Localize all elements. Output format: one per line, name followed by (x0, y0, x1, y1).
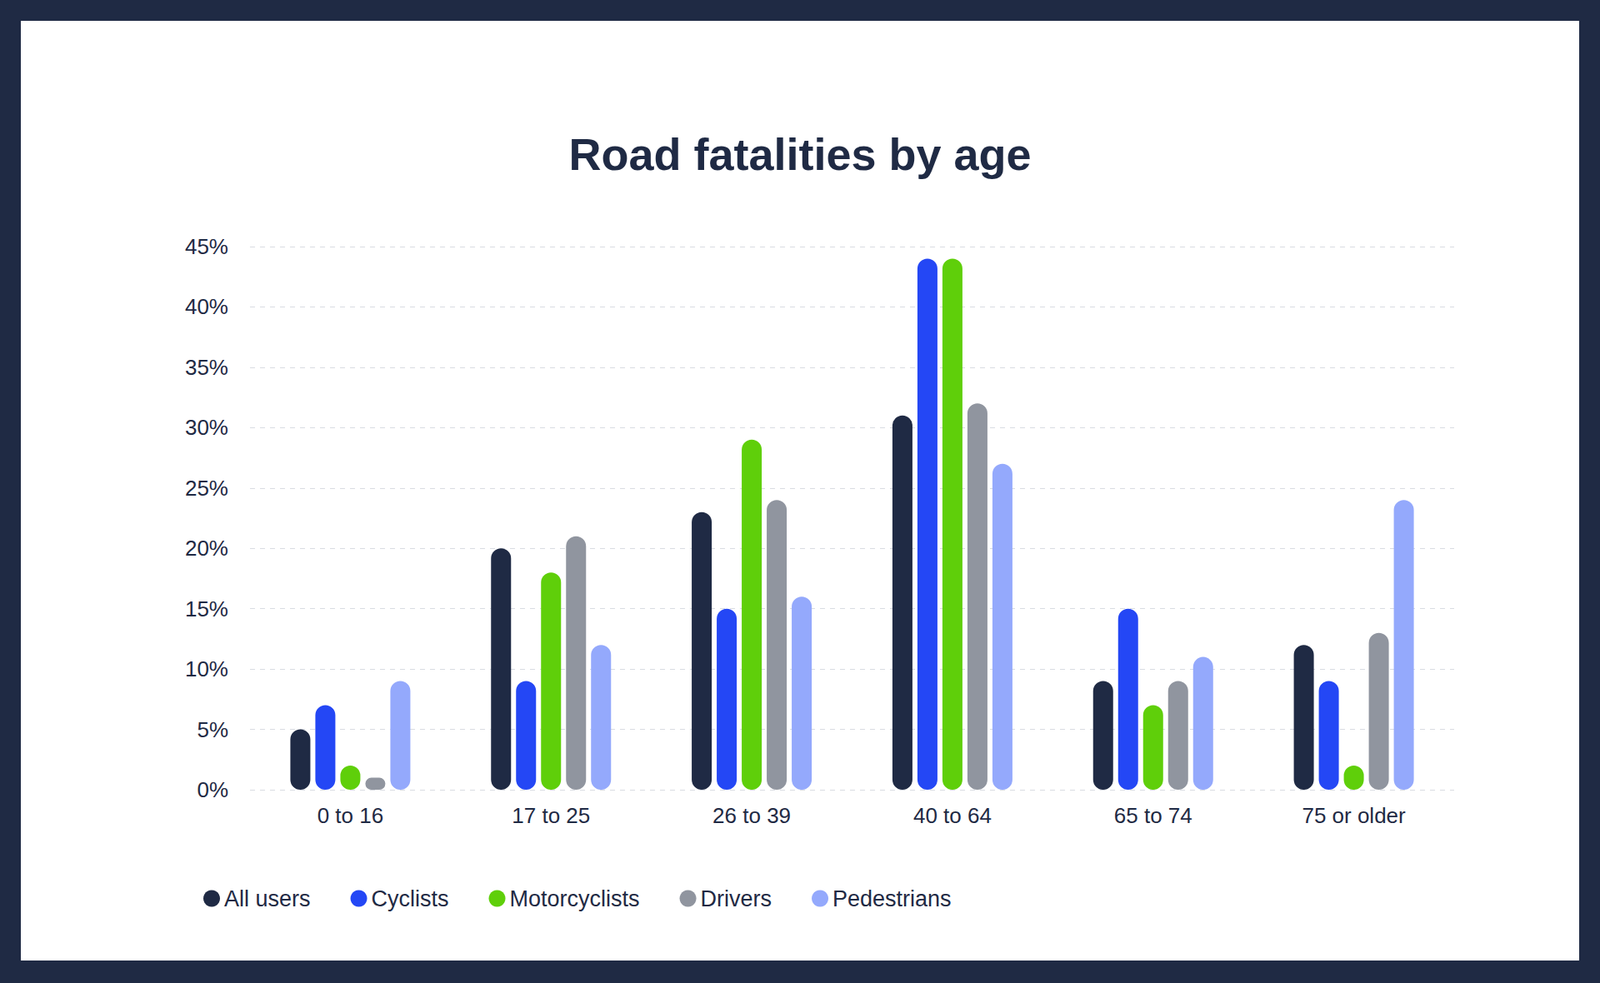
svg-text:30%: 30% (185, 415, 229, 440)
svg-text:All users: All users (224, 886, 311, 912)
svg-text:17 to 25: 17 to 25 (511, 803, 590, 829)
svg-text:75 or older: 75 or older (1301, 803, 1406, 829)
svg-text:25%: 25% (185, 475, 229, 501)
svg-text:45%: 45% (185, 234, 229, 260)
svg-text:Motorcyclists: Motorcyclists (510, 886, 640, 912)
svg-text:40%: 40% (185, 294, 229, 320)
svg-text:26 to 39: 26 to 39 (712, 803, 791, 829)
svg-text:10%: 10% (185, 656, 229, 682)
svg-text:5%: 5% (196, 717, 229, 743)
svg-text:Road fatalities by age: Road fatalities by age (568, 129, 1031, 180)
svg-text:35%: 35% (185, 355, 229, 380)
svg-text:Drivers: Drivers (700, 886, 773, 912)
svg-text:0%: 0% (196, 777, 229, 803)
svg-text:0 to 16: 0 to 16 (317, 803, 385, 829)
svg-text:65 to 74: 65 to 74 (1114, 803, 1193, 829)
svg-text:40 to 64: 40 to 64 (913, 803, 992, 829)
svg-text:Cyclists: Cyclists (371, 886, 450, 912)
svg-text:20%: 20% (185, 535, 229, 561)
svg-text:15%: 15% (185, 596, 229, 622)
svg-text:Pedestrians: Pedestrians (832, 886, 952, 912)
